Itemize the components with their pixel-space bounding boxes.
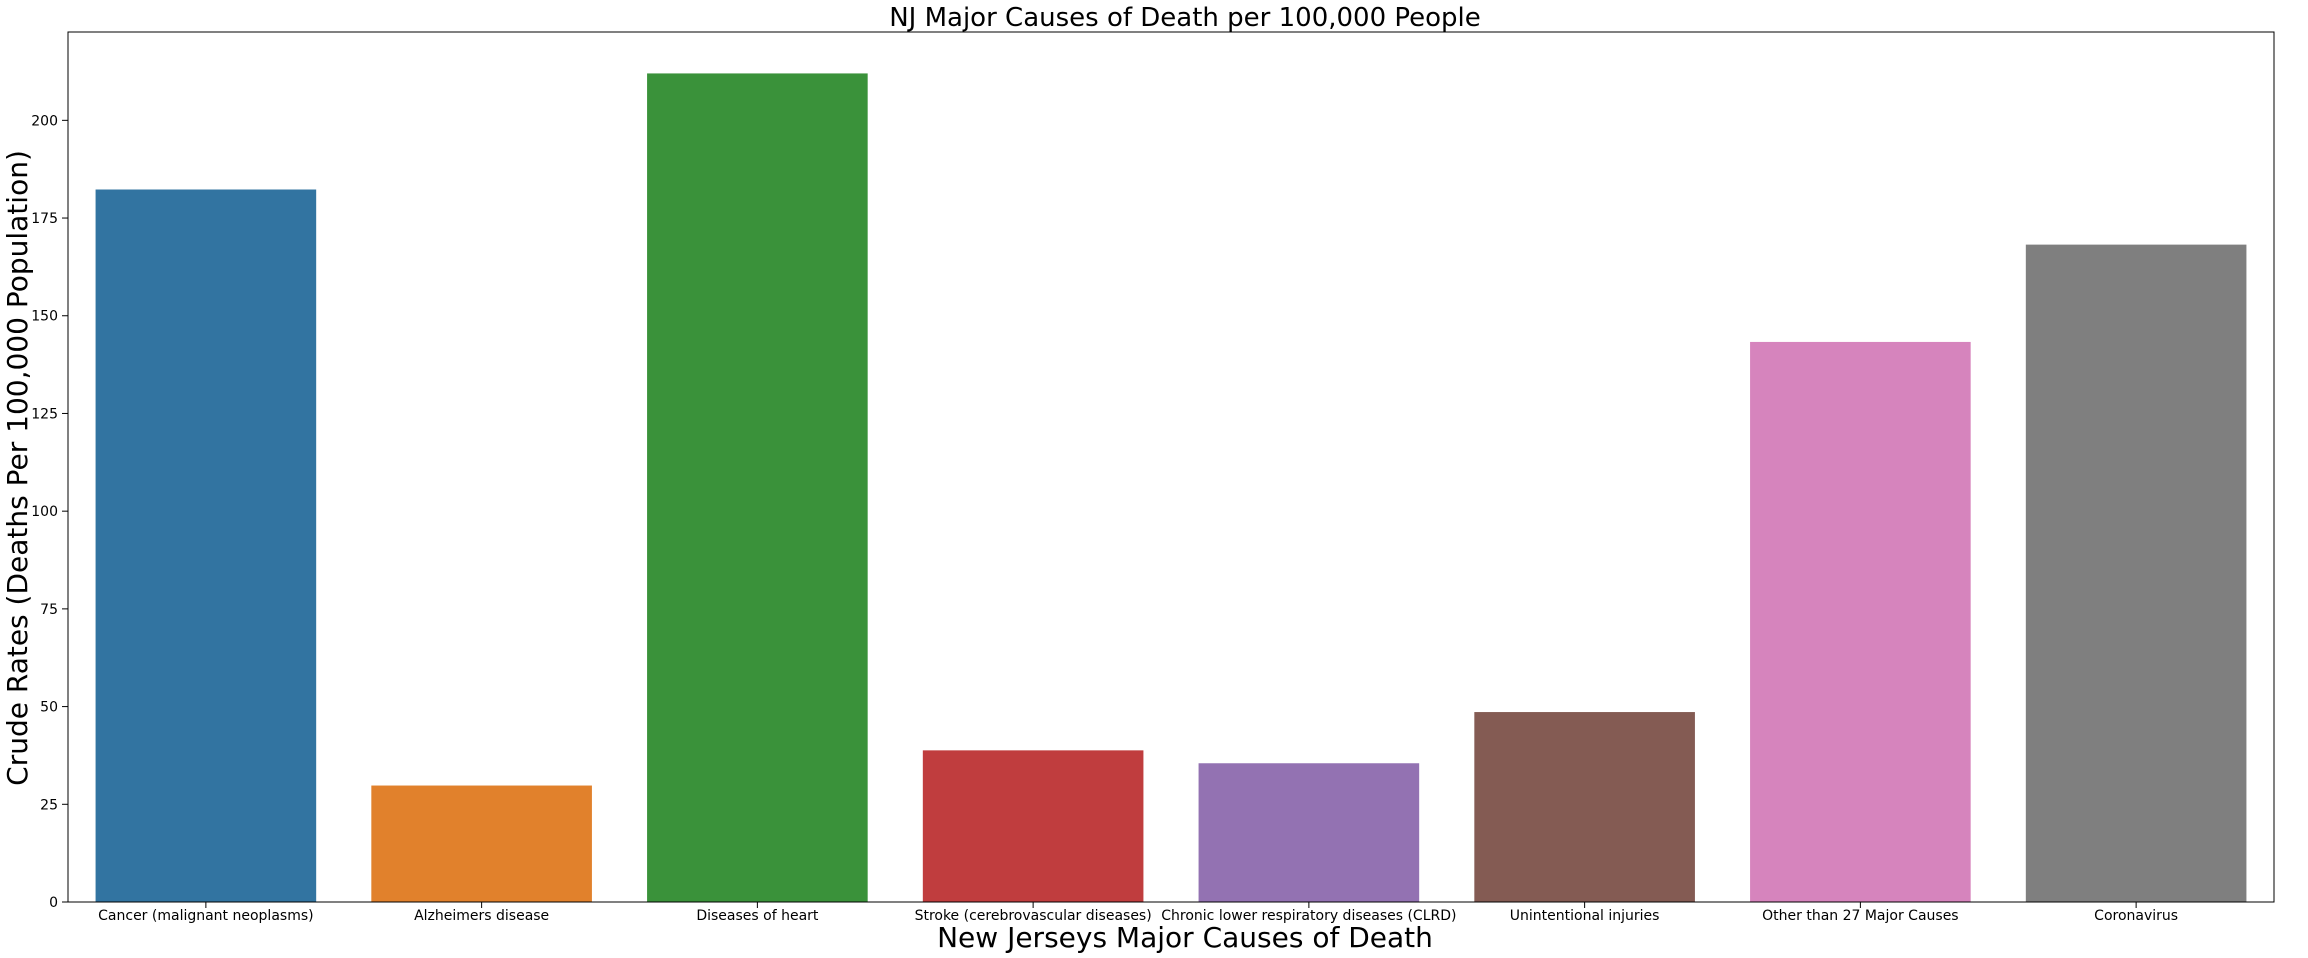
bar-5 [1474,712,1695,902]
y-tick-label: 175 [31,211,58,227]
x-tick-label: Alzheimers disease [414,908,549,924]
bar-1 [371,785,592,902]
bar-7 [2025,244,2247,902]
y-tick-label: 75 [40,602,58,618]
y-axis-ticks: 0 25 50 75 100 125 150 175 200 [31,113,68,911]
y-axis-label: Crude Rates (Deaths Per 100,000 Populati… [1,150,34,786]
x-axis-label: New Jerseys Major Causes of Death [937,921,1433,954]
x-axis-ticks: Cancer (malignant neoplasms) Alzheimers d… [98,902,2178,924]
x-tick-label: Chronic lower respiratory diseases (CLRD… [1161,908,1456,924]
bar-0 [95,189,317,903]
bar-4 [1198,763,1420,902]
y-tick-label: 200 [31,113,58,129]
y-tick-label: 100 [31,504,58,520]
y-tick-label: 25 [40,797,58,813]
x-tick-label: Other than 27 Major Causes [1762,908,1958,924]
bar-6 [1750,341,1971,902]
x-tick-label: Unintentional injuries [1510,908,1660,924]
chart-title: NJ Major Causes of Death per 100,000 Peo… [889,3,1481,33]
x-tick-label: Cancer (malignant neoplasms) [98,908,313,924]
y-tick-label: 0 [49,895,58,911]
y-tick-label: 150 [31,309,58,325]
x-tick-label: Coronavirus [2094,908,2178,924]
plot-frame [67,31,2275,903]
x-tick-label: Diseases of heart [696,908,819,924]
bars [95,73,2247,903]
x-tick-label: Stroke (cerebrovascular diseases) [915,908,1152,924]
bar-3 [922,750,1144,902]
y-tick-label: 50 [40,700,58,716]
y-tick-label: 125 [31,406,58,422]
bar-2 [647,73,868,902]
